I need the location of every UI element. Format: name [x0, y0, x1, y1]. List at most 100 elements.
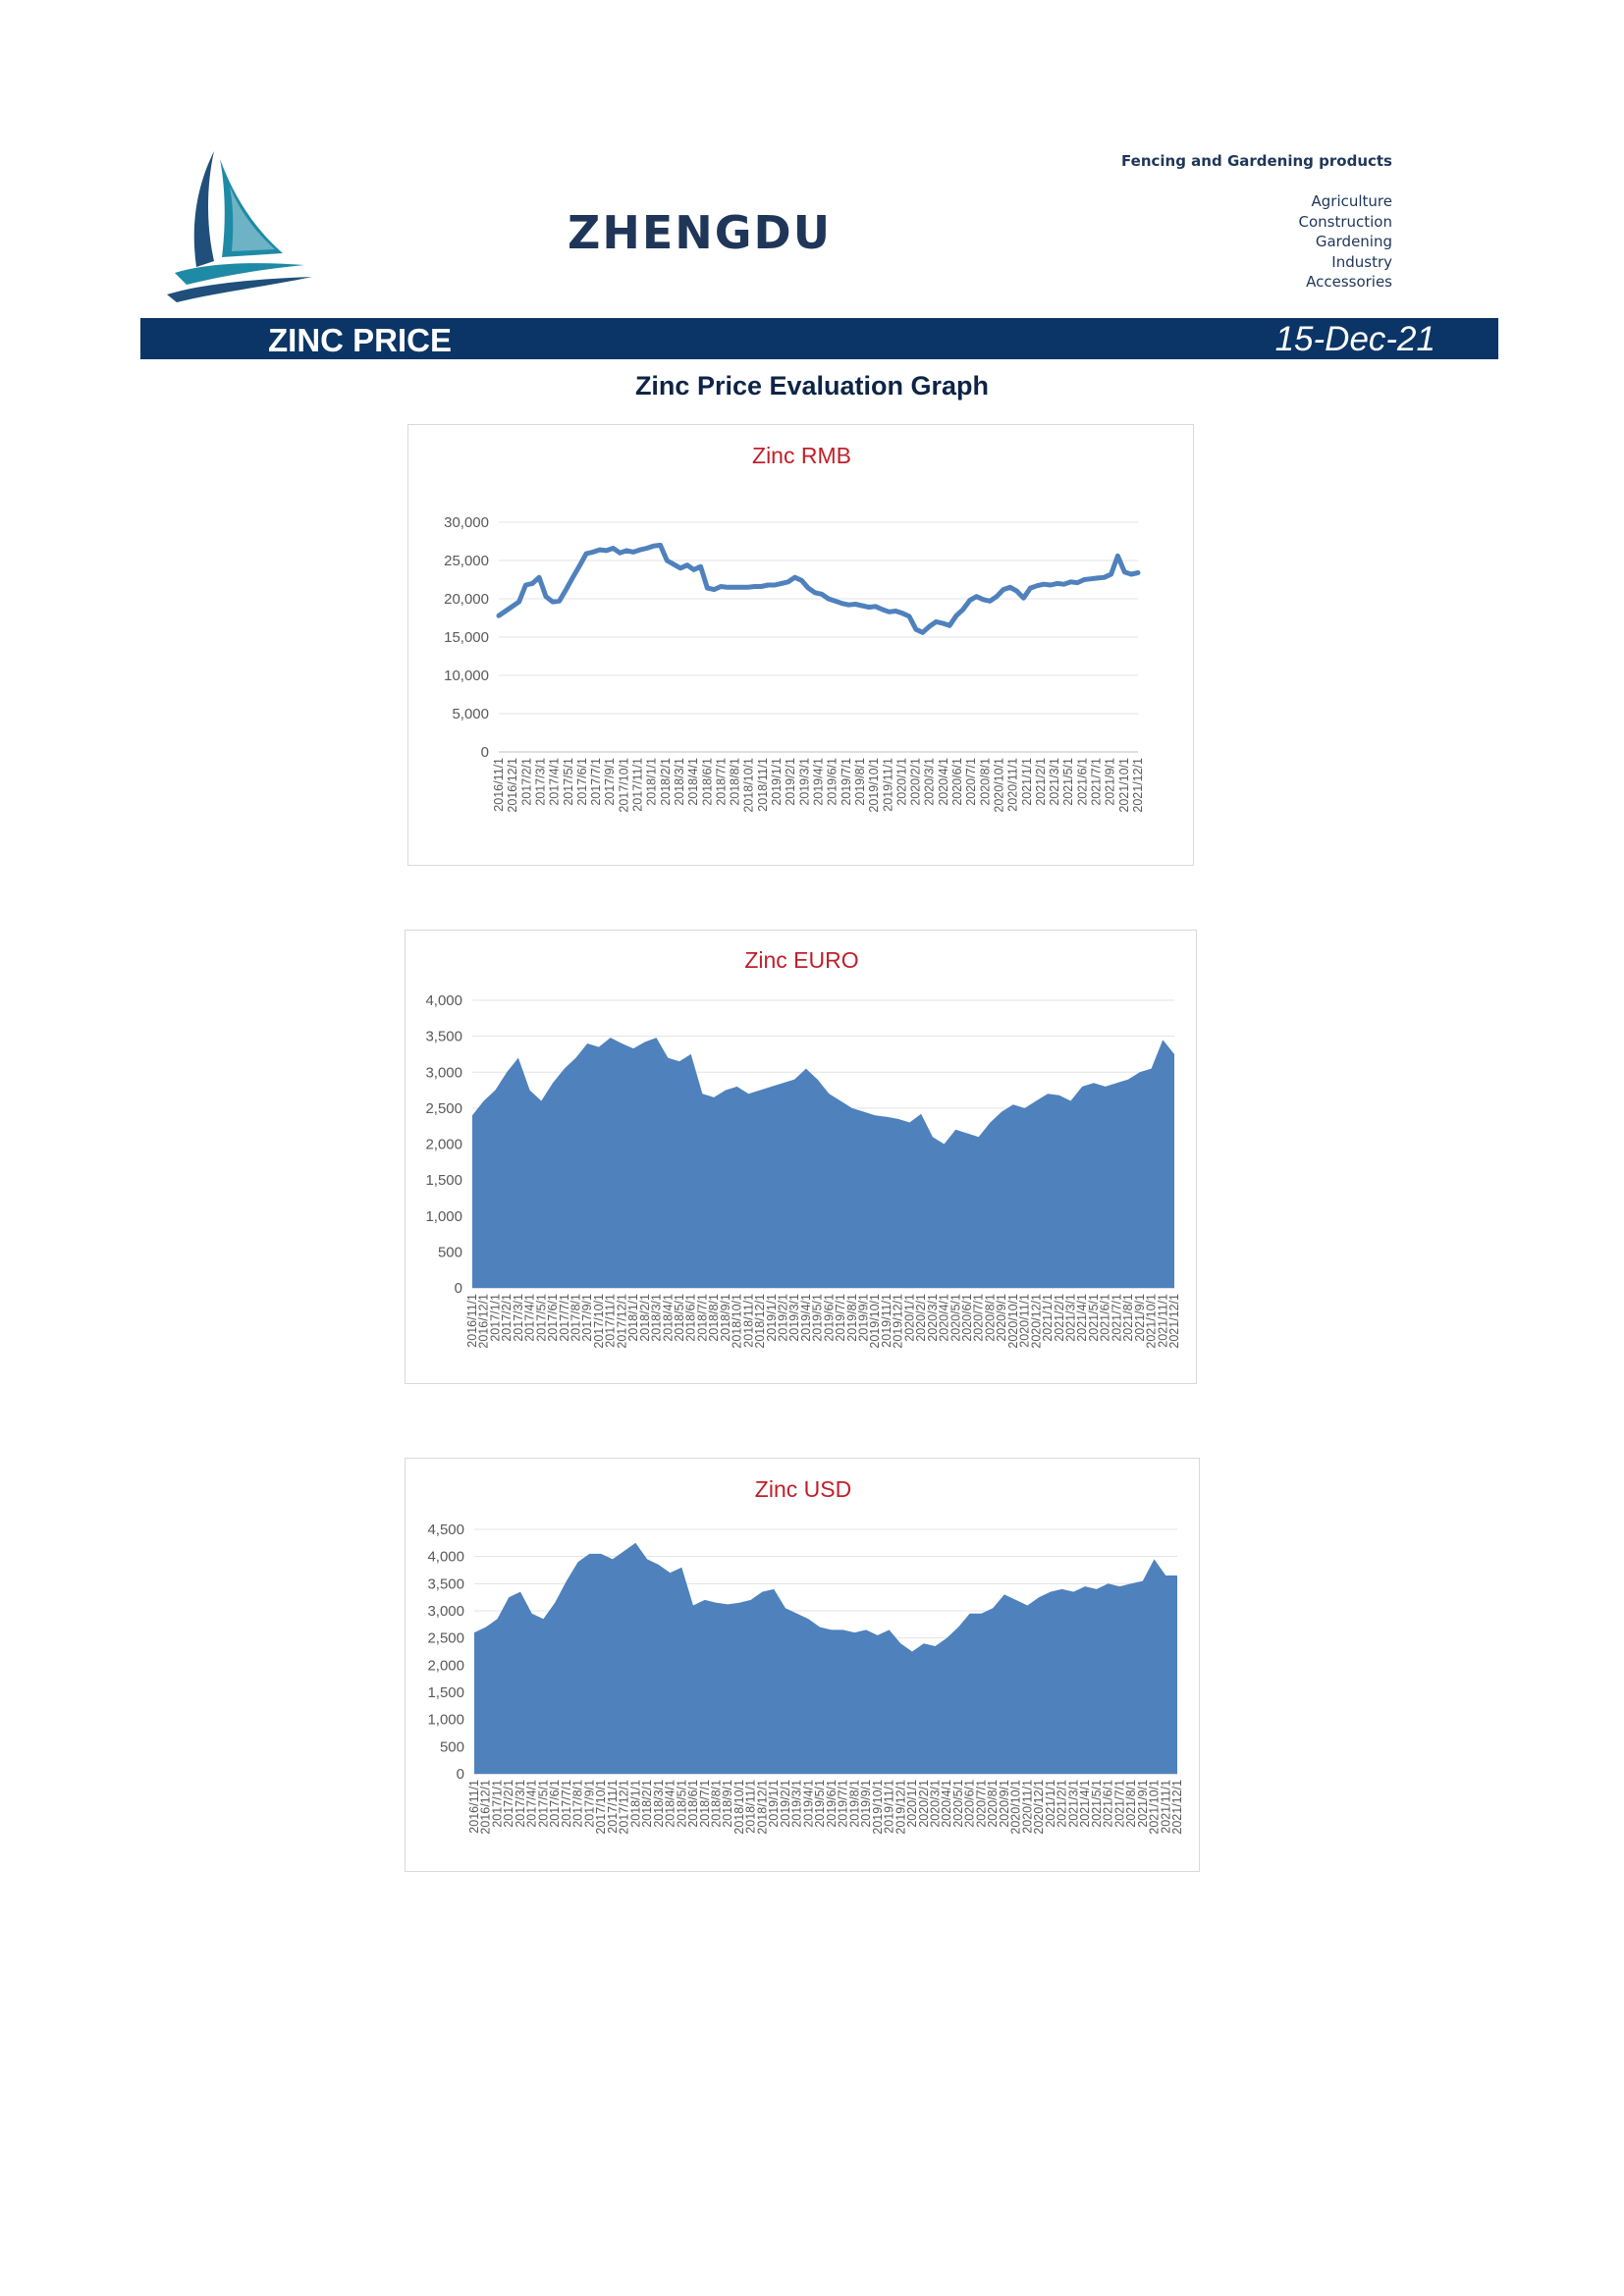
x-tick-label: 2018/3/1 [650, 1294, 664, 1342]
y-tick-label: 2,000 [427, 1657, 464, 1674]
x-tick-label: 2020/11/1 [1020, 1780, 1034, 1834]
x-tick-label: 2019/6/1 [822, 1294, 836, 1342]
x-tick-label: 2021/8/1 [1121, 1294, 1135, 1342]
x-tick-label: 2021/5/1 [1090, 1780, 1104, 1828]
y-tick-label: 4,000 [427, 1549, 464, 1566]
y-tick-label: 0 [455, 1280, 462, 1297]
x-tick-label: 2016/11/1 [492, 758, 506, 812]
x-tick-label: 2017/6/1 [546, 1294, 560, 1342]
x-tick-label: 2021/5/1 [1087, 1294, 1101, 1342]
brand-name: ZHENGDU [568, 206, 833, 259]
x-tick-label: 2020/7/1 [972, 1294, 986, 1342]
x-tick-label: 2017/11/1 [606, 1780, 620, 1834]
x-tick-label: 2019/3/1 [797, 758, 811, 806]
x-tick-label: 2019/2/1 [777, 1294, 790, 1342]
x-tick-label: 2019/6/1 [826, 758, 839, 806]
x-tick-label: 2016/12/1 [479, 1780, 493, 1835]
x-tick-label: 2021/2/1 [1053, 1294, 1066, 1342]
x-tick-label: 2018/6/1 [684, 1294, 698, 1342]
x-tick-label: 2021/9/1 [1104, 758, 1117, 806]
series-line [496, 542, 1141, 635]
y-tick-label: 5,000 [452, 706, 489, 722]
x-tick-label: 2018/2/1 [659, 758, 673, 806]
y-tick-label: 10,000 [444, 667, 489, 684]
x-tick-label: 2018/1/1 [628, 1780, 642, 1828]
x-tick-label: 2018/4/1 [664, 1780, 677, 1828]
x-tick-label: 2020/6/1 [950, 758, 964, 806]
page-heading: Zinc Price Evaluation Graph [634, 371, 990, 400]
x-tick-label: 2016/12/1 [477, 1294, 491, 1349]
x-tick-label: 2019/1/1 [770, 758, 784, 806]
x-tick-label: 2017/7/1 [560, 1780, 573, 1828]
x-tick-label: 2017/12/1 [615, 1294, 628, 1349]
x-tick-label: 2017/4/1 [525, 1780, 539, 1828]
x-tick-label: 2019/3/1 [790, 1780, 804, 1828]
x-tick-label: 2019/7/1 [837, 1780, 850, 1828]
x-tick-label: 2016/11/1 [467, 1780, 481, 1834]
x-tick-label: 2019/8/1 [847, 1780, 861, 1828]
x-tick-label: 2020/10/1 [1009, 1780, 1023, 1835]
category-item: Accessories [1306, 273, 1392, 291]
x-tick-label: 2019/10/1 [868, 1294, 882, 1349]
x-tick-label: 2019/9/1 [857, 1294, 871, 1342]
x-tick-label: 2020/7/1 [975, 1780, 989, 1828]
x-tick-label: 2017/6/1 [548, 1780, 562, 1828]
x-tick-label: 2020/9/1 [995, 1294, 1008, 1342]
x-tick-label: 2019/10/1 [867, 758, 881, 813]
x-tick-label: 2018/9/1 [719, 1294, 732, 1342]
x-tick-label: 2019/4/1 [812, 758, 826, 806]
y-tick-label: 2,500 [427, 1630, 464, 1647]
x-tick-label: 2018/2/1 [640, 1780, 654, 1828]
x-tick-label: 2018/7/1 [695, 1294, 709, 1342]
y-tick-label: 0 [481, 744, 489, 761]
chart-zinc-euro-svg: Zinc EURO 0 500 1,000 1,500 2,000 2,500 3,000 3,… [425, 947, 1181, 1349]
x-tick-label: 2017/9/1 [582, 1780, 596, 1828]
banner-title: ZINC PRICE [268, 322, 453, 358]
x-tick-label: 2021/6/1 [1075, 758, 1089, 806]
y-tick-label: 1,000 [427, 1712, 464, 1729]
x-tick-label: 2019/1/1 [767, 1780, 781, 1828]
y-tick-label: 20,000 [444, 591, 489, 608]
x-tick-label: 2019/4/1 [801, 1780, 815, 1828]
x-tick-label: 2020/2/1 [914, 1294, 928, 1342]
x-tick-label: 2021/11/1 [1159, 1780, 1172, 1834]
y-tick-label: 1,500 [427, 1684, 464, 1701]
x-tick-label: 2018/4/1 [661, 1294, 675, 1342]
x-tick-label: 2016/11/1 [465, 1294, 479, 1348]
x-tick-label: 2018/9/1 [721, 1780, 734, 1828]
x-tick-label: 2021/1/1 [1044, 1780, 1057, 1828]
x-tick-label: 2017/1/1 [488, 1294, 502, 1342]
y-tick-label: 4,000 [425, 992, 462, 1009]
y-tick-label: 500 [440, 1738, 464, 1755]
x-tick-label: 2017/2/1 [502, 1780, 515, 1828]
x-tick-label: 2018/7/1 [714, 758, 728, 806]
x-tick-label: 2019/7/1 [839, 758, 853, 806]
x-tick-label: 2021/6/1 [1099, 1294, 1112, 1342]
x-tick-label: 2017/6/1 [575, 758, 589, 806]
y-tick-label: 3,500 [425, 1029, 462, 1045]
x-tick-label: 2020/2/1 [917, 1780, 931, 1828]
x-tick-label: 2017/3/1 [534, 758, 548, 806]
chart-zinc-usd-svg: Zinc USD 0 500 1,000 1,500 2,000 2,500 3,000 3,5… [427, 1476, 1184, 1835]
x-tick-label: 2020/8/1 [984, 1294, 998, 1342]
x-tick-label: 2021/7/1 [1110, 1294, 1123, 1342]
chart-title: Zinc USD [755, 1476, 851, 1502]
x-tick-label: 2020/11/1 [1018, 1294, 1032, 1348]
y-tick-label: 3,500 [427, 1575, 464, 1592]
x-tick-label: 2019/10/1 [871, 1780, 885, 1835]
x-tick-label: 2021/2/1 [1056, 1780, 1069, 1828]
y-tick-label: 2,000 [425, 1137, 462, 1153]
y-tick-label: 500 [438, 1244, 462, 1260]
x-tick-label: 2017/9/1 [603, 758, 617, 806]
x-tick-label: 2020/10/1 [993, 758, 1006, 813]
y-tick-label: 15,000 [444, 629, 489, 646]
x-tick-label: 2016/12/1 [506, 758, 519, 813]
x-tick-label: 2017/2/1 [500, 1294, 514, 1342]
x-tick-label: 2017/7/1 [558, 1294, 571, 1342]
category-item: Agriculture [1311, 192, 1393, 210]
x-tick-label: 2018/5/1 [675, 1780, 688, 1828]
x-tick-label: 2021/10/1 [1148, 1780, 1162, 1835]
x-tick-label: 2020/10/1 [1006, 1294, 1020, 1349]
x-tick-label: 2020/11/1 [1006, 758, 1020, 812]
y-tick-label: 25,000 [444, 553, 489, 569]
